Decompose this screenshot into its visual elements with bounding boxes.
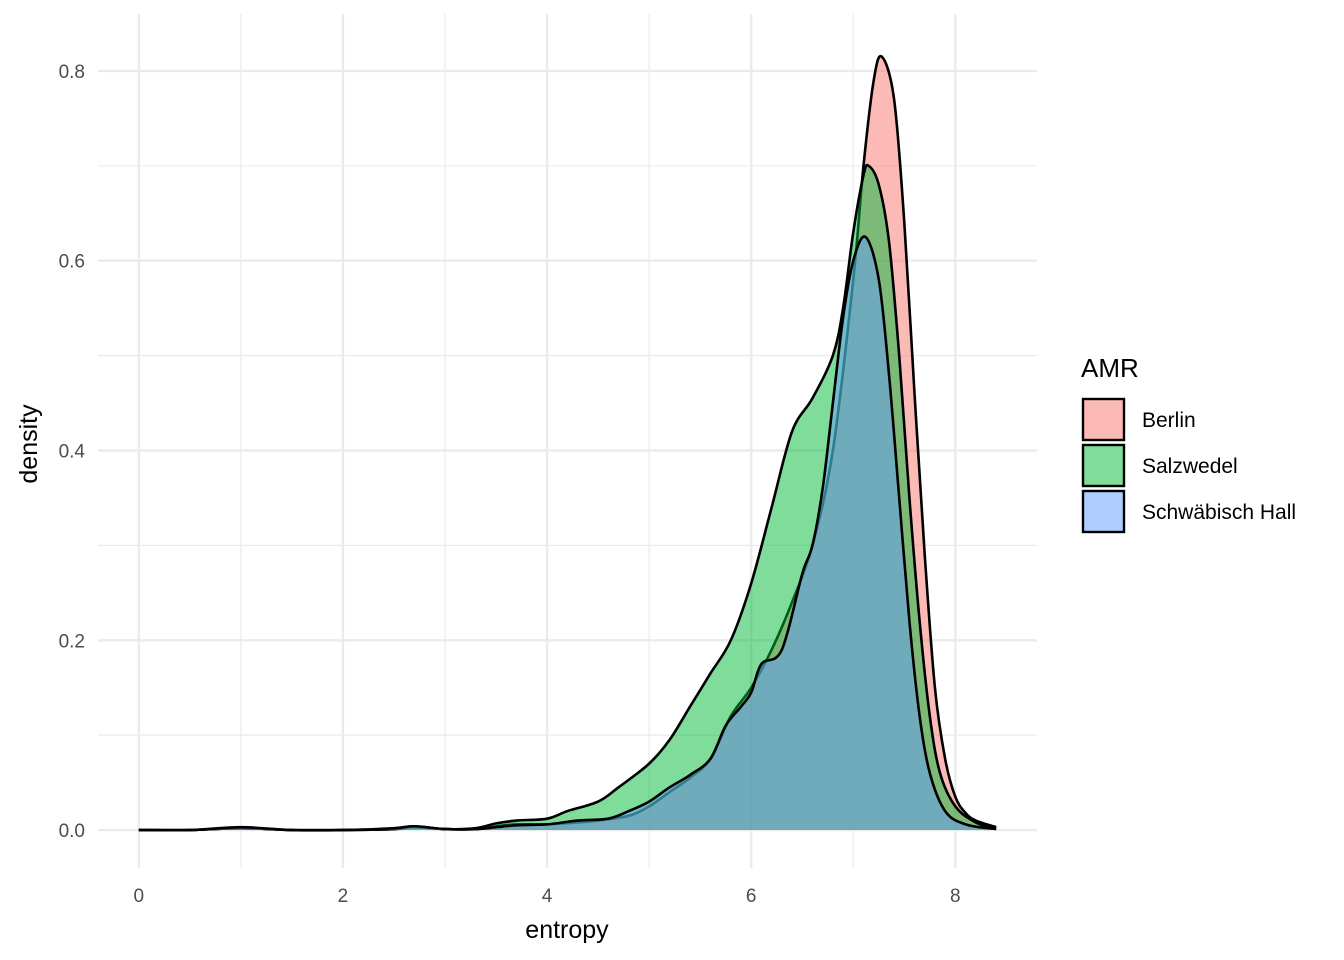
x-tick-label: 4 xyxy=(542,886,553,907)
legend: AMR Berlin Salzwedel Schwäbisch Hall xyxy=(1081,353,1296,534)
y-tick-label: 0.2 xyxy=(59,631,85,652)
legend-item: Schwäbisch Hall xyxy=(1081,489,1296,534)
y-axis-tick-labels: 0.0 0.2 0.4 0.6 0.8 xyxy=(59,62,86,842)
y-tick-label: 0.0 xyxy=(59,821,85,842)
x-tick-label: 8 xyxy=(950,886,961,907)
legend-items: Berlin Salzwedel Schwäbisch Hall xyxy=(1081,397,1296,534)
legend-label: Schwäbisch Hall xyxy=(1142,501,1296,524)
y-tick-label: 0.8 xyxy=(59,62,85,83)
y-tick-label: 0.6 xyxy=(59,252,85,273)
legend-item: Salzwedel xyxy=(1081,443,1238,488)
x-tick-label: 6 xyxy=(746,886,757,907)
x-axis-title: entropy xyxy=(525,916,609,944)
legend-swatch xyxy=(1081,397,1126,442)
density-line-schw-bisch-hall xyxy=(138,235,997,832)
density-area-schw-bisch-hall xyxy=(138,236,997,831)
legend-title: AMR xyxy=(1081,353,1139,383)
x-tick-label: 0 xyxy=(134,886,145,907)
x-tick-label: 2 xyxy=(338,886,349,907)
minor-gridlines xyxy=(98,14,1037,868)
legend-swatch xyxy=(1081,489,1126,534)
x-axis-tick-labels: 0 2 4 6 8 xyxy=(134,886,961,907)
legend-label: Berlin xyxy=(1142,409,1196,432)
y-tick-label: 0.4 xyxy=(59,441,86,462)
y-axis-title: density xyxy=(15,404,43,484)
legend-swatch xyxy=(1081,443,1126,488)
density-areas xyxy=(138,54,997,832)
legend-label: Salzwedel xyxy=(1142,455,1238,478)
legend-item: Berlin xyxy=(1081,397,1196,442)
